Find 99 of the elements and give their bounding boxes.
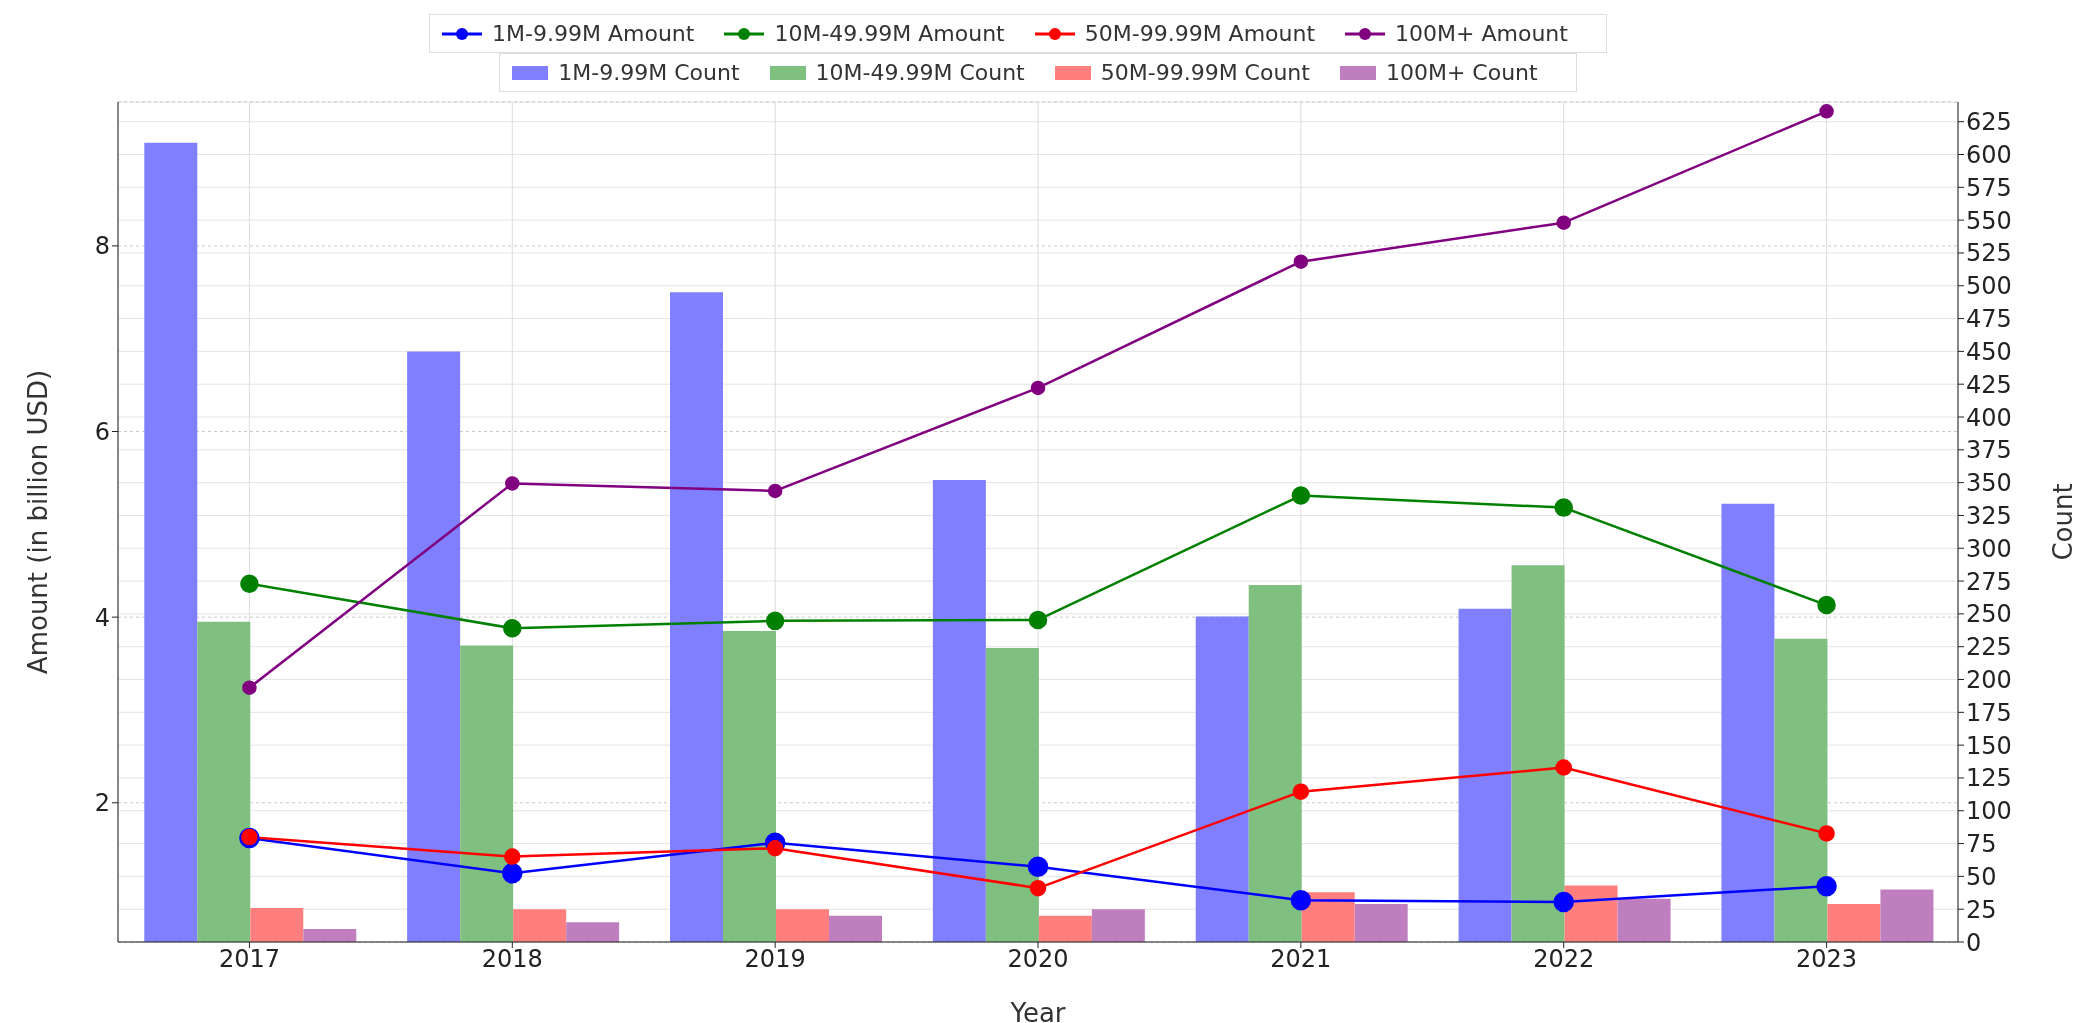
y-tick-label: 8: [94, 232, 110, 261]
y2-tick-label: 375: [1966, 436, 2012, 465]
y2-tick-label: 300: [1966, 534, 2012, 563]
x-tick-label: 2018: [481, 945, 543, 974]
point: [502, 863, 523, 884]
y2-tick-label: 325: [1966, 501, 2012, 530]
legend-label: 1M-9.99M Amount: [492, 21, 695, 46]
point: [1819, 104, 1834, 119]
x-tick-label: 2019: [744, 945, 806, 974]
x-tick-label: 2023: [1796, 945, 1858, 974]
point: [1027, 856, 1049, 878]
y-tick-label: 6: [94, 418, 110, 447]
point: [504, 848, 521, 865]
y2-tick-label: 475: [1966, 305, 2012, 334]
y2-tick-label: 250: [1966, 600, 2012, 629]
y2-tick-label: 425: [1966, 370, 2012, 399]
point: [242, 680, 257, 695]
point: [503, 619, 522, 638]
bar: [303, 928, 357, 942]
point: [240, 574, 259, 593]
bar: [1511, 565, 1565, 942]
bar: [250, 907, 304, 942]
point: [1554, 498, 1573, 517]
bar: [670, 292, 723, 942]
bar: [1195, 616, 1249, 942]
point: [1291, 486, 1311, 505]
x-tick-label: 2022: [1533, 945, 1595, 974]
bar: [460, 645, 514, 942]
legend-label: 1M-9.99M Count: [558, 60, 740, 85]
bar: [407, 351, 461, 942]
y2-tick-label: 400: [1966, 403, 2012, 432]
x-tick-label: 2020: [1007, 945, 1069, 974]
bar: [985, 648, 1039, 942]
bar: [1721, 503, 1775, 942]
y2-tick-label: 150: [1966, 731, 2012, 760]
y2-tick-label: 625: [1966, 108, 2012, 137]
y2-tick-label: 200: [1966, 666, 2012, 695]
y2-tick-label: 0: [1966, 928, 1982, 957]
bar: [1617, 898, 1671, 942]
x-tick-label: 2021: [1270, 945, 1332, 974]
y2-tick-label: 600: [1966, 141, 2012, 170]
bar: [776, 909, 829, 942]
point: [1816, 876, 1837, 897]
point: [1818, 825, 1835, 842]
point: [766, 840, 784, 857]
y2-axis-title: Count: [2048, 483, 2079, 561]
bar: [513, 909, 567, 942]
bar: [1827, 903, 1881, 942]
y2-tick-label: 525: [1966, 239, 2012, 268]
x-tick-label: 2017: [218, 945, 280, 974]
point: [1556, 215, 1571, 230]
y2-tick-label: 50: [1966, 862, 1997, 891]
bar: [1458, 608, 1512, 942]
y-tick-label: 4: [94, 603, 110, 632]
legend-label: 100M+ Count: [1385, 60, 1538, 85]
y-axis-title: Amount (in billion USD): [23, 369, 54, 675]
legend-label: 50M-99.99M Amount: [1084, 21, 1316, 46]
legend-label: 50M-99.99M Count: [1100, 60, 1310, 85]
y2-tick-label: 175: [1966, 698, 2012, 727]
bar: [1248, 585, 1302, 942]
y2-tick-label: 25: [1966, 895, 1997, 924]
bar: [1354, 903, 1408, 942]
legend-label: 10M-49.99M Amount: [774, 21, 1005, 46]
y-tick-label: 2: [94, 789, 110, 818]
legend-label: 10M-49.99M Count: [815, 60, 1025, 85]
bar: [1880, 889, 1934, 942]
bar: [566, 922, 620, 942]
bar: [932, 480, 986, 942]
x-axis-title: Year: [1009, 998, 1066, 1023]
y2-tick-label: 100: [1966, 797, 2012, 826]
y2-tick-label: 225: [1966, 633, 2012, 662]
legend-label: 100M+ Amount: [1395, 21, 1568, 46]
point: [1028, 610, 1048, 630]
point: [1555, 759, 1572, 776]
point: [1290, 889, 1312, 911]
bar: [723, 630, 776, 942]
point: [1030, 380, 1046, 396]
y2-tick-label: 450: [1966, 337, 2012, 366]
y2-tick-label: 575: [1966, 173, 2012, 202]
y2-tick-label: 500: [1966, 272, 2012, 301]
bar: [1774, 638, 1828, 942]
bar: [144, 142, 198, 942]
point: [1029, 879, 1047, 897]
y2-tick-label: 275: [1966, 567, 2012, 596]
point: [765, 611, 785, 631]
point: [1817, 595, 1836, 615]
point: [1293, 254, 1309, 269]
y2-tick-label: 125: [1966, 764, 2012, 793]
bar: [829, 915, 882, 942]
point: [505, 476, 520, 491]
bar: [1038, 915, 1092, 942]
y2-tick-label: 350: [1966, 469, 2012, 498]
bar: [197, 621, 251, 942]
point: [767, 483, 783, 499]
bar: [1091, 909, 1145, 942]
point: [1292, 783, 1310, 800]
point: [1553, 891, 1574, 913]
y2-tick-label: 75: [1966, 830, 1997, 859]
y2-tick-label: 550: [1966, 206, 2012, 235]
